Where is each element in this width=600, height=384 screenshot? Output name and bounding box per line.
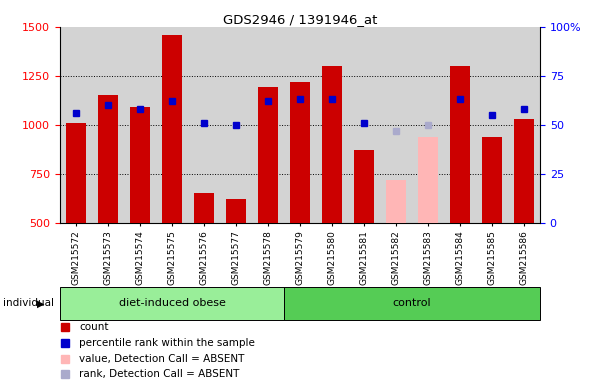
Bar <box>130 107 149 223</box>
Title: GDS2946 / 1391946_at: GDS2946 / 1391946_at <box>223 13 377 26</box>
Bar <box>355 150 374 223</box>
Bar <box>259 87 278 223</box>
Text: rank, Detection Call = ABSENT: rank, Detection Call = ABSENT <box>79 369 239 379</box>
Text: value, Detection Call = ABSENT: value, Detection Call = ABSENT <box>79 354 245 364</box>
Bar <box>163 35 182 223</box>
Bar <box>98 95 118 223</box>
Bar <box>418 137 437 223</box>
Bar <box>226 199 245 223</box>
Bar <box>284 287 540 320</box>
Bar <box>514 119 533 223</box>
Bar <box>290 82 310 223</box>
Text: count: count <box>79 322 109 332</box>
Bar <box>60 287 284 320</box>
Bar <box>322 66 341 223</box>
Text: individual: individual <box>3 298 54 308</box>
Bar <box>482 137 502 223</box>
Bar <box>67 123 86 223</box>
Text: ▶: ▶ <box>37 298 44 308</box>
Text: percentile rank within the sample: percentile rank within the sample <box>79 338 255 348</box>
Bar <box>451 66 470 223</box>
Bar <box>386 180 406 223</box>
Text: control: control <box>392 298 431 308</box>
Text: diet-induced obese: diet-induced obese <box>119 298 226 308</box>
Bar <box>194 193 214 223</box>
